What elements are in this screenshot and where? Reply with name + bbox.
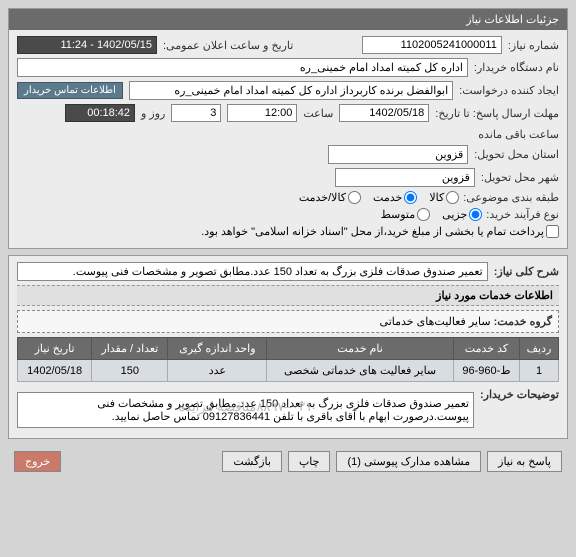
button-bar: پاسخ به نیاز مشاهده مدارک پیوستی (1) چاپ… bbox=[8, 445, 568, 478]
creator-field: ابوالفضل برنده کاربرداز اداره کل کمیته ا… bbox=[129, 81, 453, 100]
services-table: ردیف کد خدمت نام خدمت واحد اندازه گیری ت… bbox=[17, 337, 559, 382]
days-label: روز و bbox=[141, 107, 165, 120]
exit-button[interactable]: خروج bbox=[14, 451, 61, 472]
contact-button[interactable]: اطلاعات تماس خریدار bbox=[17, 82, 123, 99]
group-value: سایر فعالیت‌های خدماتی bbox=[380, 316, 491, 328]
city-label: شهر محل تحویل: bbox=[481, 171, 559, 184]
city-field: قزوین bbox=[335, 168, 475, 187]
cell-name: سایر فعالیت های خدماتی شخصی bbox=[267, 360, 454, 382]
group-box: گروه خدمت: سایر فعالیت‌های خدماتی bbox=[17, 310, 559, 333]
form-body: شماره نیاز: 1102005241000011 تاریخ و ساع… bbox=[9, 30, 567, 248]
class-service-radio[interactable]: خدمت bbox=[373, 191, 417, 204]
panel-title: جزئیات اطلاعات نیاز bbox=[9, 9, 567, 30]
class-both-radio[interactable]: کالا/خدمت bbox=[299, 191, 361, 204]
days-field: 3 bbox=[171, 104, 221, 122]
time-label: ساعت bbox=[303, 107, 333, 120]
proc-medium-text: متوسط bbox=[381, 208, 416, 221]
main-panel: جزئیات اطلاعات نیاز شماره نیاز: 11020052… bbox=[8, 8, 568, 249]
class-label: طبقه بندی موضوعی: bbox=[463, 191, 559, 204]
attachments-button[interactable]: مشاهده مدارک پیوستی (1) bbox=[336, 451, 481, 472]
org-field: اداره کل کمیته امداد امام خمینی_ره bbox=[17, 58, 468, 77]
col-qty: تعداد / مقدار bbox=[92, 338, 168, 360]
proc-note-text: پرداخت تمام یا بخشی از مبلغ خرید،از محل … bbox=[201, 225, 544, 238]
cell-unit: عدد bbox=[168, 360, 267, 382]
class-service-text: خدمت bbox=[373, 191, 402, 204]
cell-date: 1402/05/18 bbox=[18, 360, 92, 382]
col-row: ردیف bbox=[520, 338, 559, 360]
table-row[interactable]: 1 ط-960-96 سایر فعالیت های خدماتی شخصی ع… bbox=[18, 360, 559, 382]
class-both-text: کالا/خدمت bbox=[299, 191, 346, 204]
col-date: تاریخ نیاز bbox=[18, 338, 92, 360]
proc-label: نوع فرآیند خرید: bbox=[486, 208, 559, 221]
need-title-field: تعمیر صندوق صدقات فلزی بزرگ به تعداد 150… bbox=[17, 262, 488, 281]
province-label: استان محل تحویل: bbox=[474, 148, 559, 161]
cell-row: 1 bbox=[520, 360, 559, 382]
need-no-label: شماره نیاز: bbox=[508, 39, 559, 52]
col-unit: واحد اندازه گیری bbox=[168, 338, 267, 360]
class-goods-radio[interactable]: کالا bbox=[429, 191, 459, 204]
buyer-notes-label: توضیحات خریدار: bbox=[480, 388, 559, 401]
deadline-date-field: 1402/05/18 bbox=[339, 104, 429, 122]
proc-medium-radio[interactable]: متوسط bbox=[381, 208, 431, 221]
buyer-notes-box: تعمیر صندوق صدقات فلزی بزرگ به تعداد 150… bbox=[17, 392, 474, 428]
print-button[interactable]: چاپ bbox=[288, 451, 331, 472]
proc-small-radio[interactable]: جزیی bbox=[442, 208, 482, 221]
proc-small-text: جزیی bbox=[442, 208, 467, 221]
cell-code: ط-960-96 bbox=[453, 360, 519, 382]
group-label: گروه خدمت: bbox=[494, 316, 552, 328]
announce-label: تاریخ و ساعت اعلان عمومی: bbox=[163, 39, 293, 52]
creator-label: ایجاد کننده درخواست: bbox=[459, 84, 559, 97]
need-no-field: 1102005241000011 bbox=[362, 36, 502, 54]
deadline-time-field: 12:00 bbox=[227, 104, 297, 122]
remain-label: ساعت باقی مانده bbox=[478, 128, 559, 141]
back-button[interactable]: بازگشت bbox=[222, 451, 282, 472]
remain-field: 00:18:42 bbox=[65, 104, 135, 122]
need-title-label: شرح کلی نیاز: bbox=[494, 265, 559, 278]
services-header: اطلاعات خدمات مورد نیاز bbox=[17, 285, 559, 306]
buyer-notes-text: تعمیر صندوق صدقات فلزی بزرگ به تعداد 150… bbox=[22, 397, 469, 423]
announce-field: 1402/05/15 - 11:24 bbox=[17, 36, 157, 54]
need-panel: شرح کلی نیاز: تعمیر صندوق صدقات فلزی بزر… bbox=[8, 255, 568, 439]
col-name: نام خدمت bbox=[267, 338, 454, 360]
col-code: کد خدمت bbox=[453, 338, 519, 360]
deadline-label: مهلت ارسال پاسخ: تا تاریخ: bbox=[435, 107, 559, 120]
reply-button[interactable]: پاسخ به نیاز bbox=[487, 451, 562, 472]
proc-note-check[interactable]: پرداخت تمام یا بخشی از مبلغ خرید،از محل … bbox=[201, 225, 559, 238]
province-field: قزوین bbox=[328, 145, 468, 164]
class-goods-text: کالا bbox=[429, 191, 444, 204]
cell-name-text: سایر فعالیت های خدماتی شخصی bbox=[284, 365, 436, 377]
org-label: نام دستگاه خریدار: bbox=[474, 61, 559, 74]
cell-qty: 150 bbox=[92, 360, 168, 382]
